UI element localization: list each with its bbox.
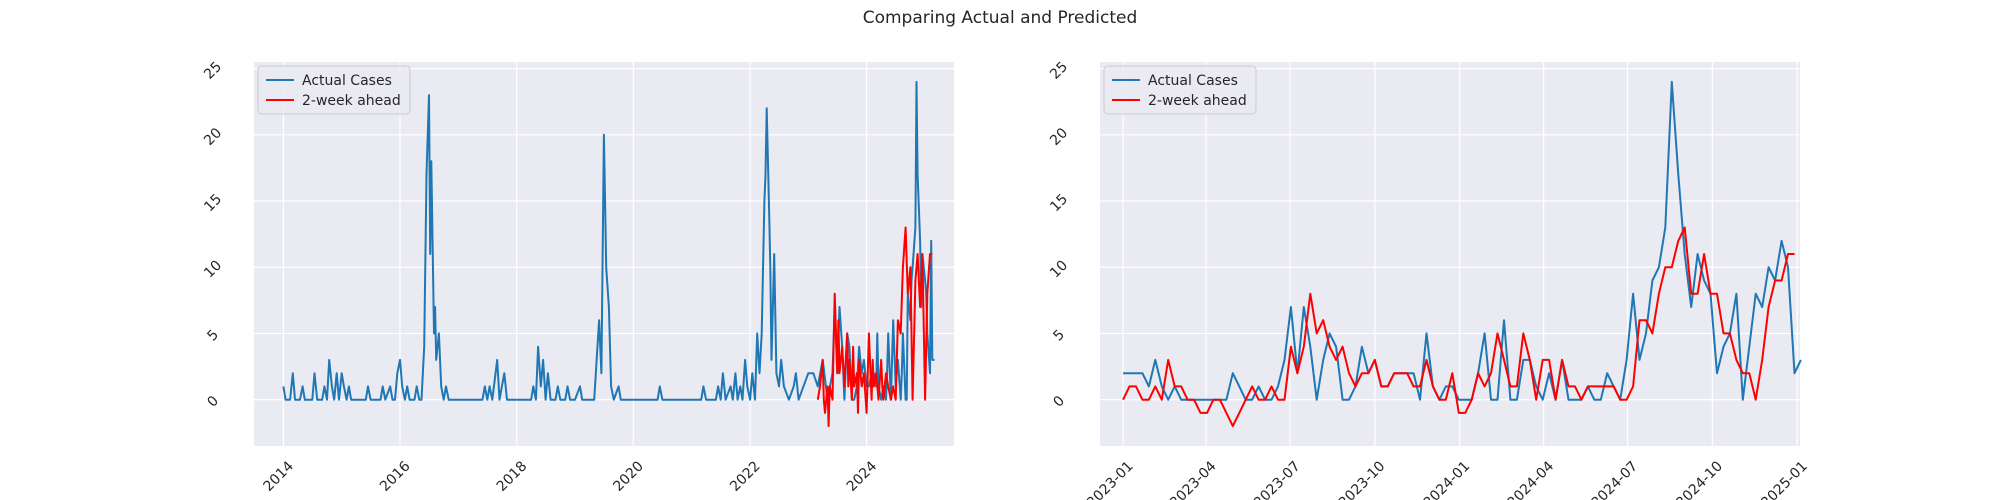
legend-frame <box>1103 65 1257 115</box>
y-tick-label: 0 <box>1050 393 1068 411</box>
y-tick-label: 15 <box>1047 191 1071 215</box>
x-tick-label: 2023-10 <box>1336 458 1389 500</box>
series-line-two-week-ahead <box>816 226 933 428</box>
chart-panel-1: 0 5 10 15 20 25 2014 2016 2018 2020 2022 2024 Actual… <box>201 59 954 495</box>
series-line-two-week-ahead <box>1122 226 1795 428</box>
x-tick-label: 2014 <box>260 458 297 495</box>
plot-area <box>254 62 954 446</box>
y-tick-label: 20 <box>201 125 225 149</box>
x-tick-label: 2018 <box>494 458 531 495</box>
x-tick-label: 2025-01 <box>1758 458 1811 500</box>
y-tick-label: 25 <box>1047 59 1071 83</box>
x-tick-label: 2020 <box>610 458 647 495</box>
y-tick-label: 5 <box>1050 327 1068 345</box>
x-tick-label: 2024 <box>844 458 881 495</box>
x-tick-label: 2024-07 <box>1588 458 1641 500</box>
plot-area <box>1100 62 1800 446</box>
x-tick-label: 2016 <box>377 458 414 495</box>
series-line-actual-cases <box>282 80 935 401</box>
x-tick-label: 2024-04 <box>1505 458 1558 500</box>
figure-title: Comparing Actual and Predicted <box>862 8 1138 28</box>
legend-frame <box>257 65 411 115</box>
x-tick-label: 2023-01 <box>1084 458 1137 500</box>
legend-label: 2-week ahead <box>302 93 401 109</box>
legend: Actual Cases 2-week ahead <box>1103 65 1257 115</box>
series-line-actual-cases <box>1123 80 1802 401</box>
y-tick-label: 25 <box>201 59 225 83</box>
x-tick-label: 2023-07 <box>1251 458 1304 500</box>
legend: Actual Cases 2-week ahead <box>257 65 411 115</box>
y-tick-label: 20 <box>1047 125 1071 149</box>
x-tick-label: 2022 <box>727 458 764 495</box>
legend-label: 2-week ahead <box>1148 93 1247 109</box>
y-tick-label: 10 <box>1047 257 1071 281</box>
y-tick-label: 5 <box>204 327 222 345</box>
chart-panel-2: 0 5 10 15 20 25 2023-01 2023-04 2023-07 2023-10 20… <box>1047 59 1811 500</box>
legend-label: Actual Cases <box>302 73 392 89</box>
x-tick-label: 2024-10 <box>1673 458 1726 500</box>
x-tick-label: 2023-04 <box>1167 458 1220 500</box>
y-tick-label: 0 <box>204 393 222 411</box>
x-tick-label: 2024-01 <box>1421 458 1474 500</box>
legend-label: Actual Cases <box>1148 73 1238 89</box>
y-tick-label: 10 <box>201 257 225 281</box>
y-tick-label: 15 <box>201 191 225 215</box>
